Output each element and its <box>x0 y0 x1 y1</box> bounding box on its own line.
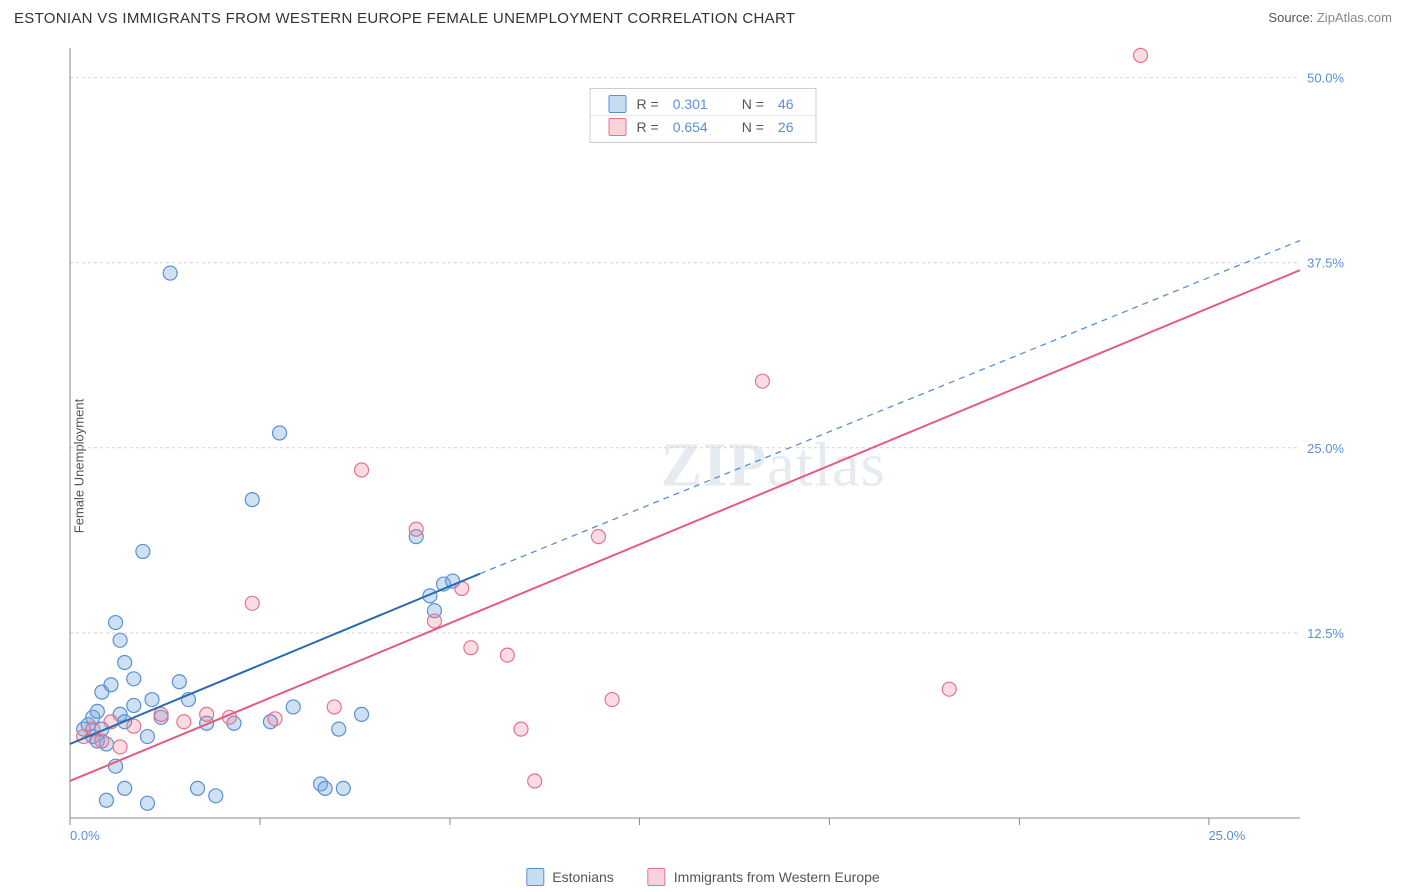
x-tick-label: 0.0% <box>70 828 100 843</box>
data-point <box>286 700 300 714</box>
data-point <box>154 707 168 721</box>
data-point <box>113 633 127 647</box>
data-point <box>172 675 186 689</box>
y-tick-label: 50.0% <box>1307 71 1344 86</box>
data-point <box>104 678 118 692</box>
data-point <box>355 707 369 721</box>
data-point <box>591 530 605 544</box>
data-point <box>95 734 109 748</box>
n-label: N = <box>742 119 764 135</box>
legend-row-pink: R = 0.654 N = 26 <box>591 115 816 138</box>
y-tick-label: 37.5% <box>1307 256 1344 271</box>
data-point <box>118 656 132 670</box>
data-point <box>90 704 104 718</box>
source-link[interactable]: ZipAtlas.com <box>1317 10 1392 25</box>
legend-series: Estonians Immigrants from Western Europe <box>526 868 879 886</box>
legend-label: Immigrants from Western Europe <box>674 869 880 885</box>
chart-header: ESTONIAN VS IMMIGRANTS FROM WESTERN EURO… <box>14 10 1392 27</box>
data-point <box>327 700 341 714</box>
data-point <box>177 715 191 729</box>
data-point <box>245 596 259 610</box>
data-point <box>332 722 346 736</box>
x-tick-label: 25.0% <box>1208 828 1245 843</box>
source-label: Source: <box>1268 10 1313 25</box>
n-value: 46 <box>778 96 794 112</box>
data-point <box>427 614 441 628</box>
data-point <box>1134 48 1148 62</box>
data-point <box>113 740 127 754</box>
swatch-blue-icon <box>526 868 544 886</box>
trend-line-pink <box>70 270 1300 781</box>
chart-source: Source: ZipAtlas.com <box>1268 10 1392 25</box>
swatch-pink-icon <box>609 118 627 136</box>
data-point <box>268 712 282 726</box>
legend-label: Estonians <box>552 869 613 885</box>
data-point <box>514 722 528 736</box>
data-point <box>118 781 132 795</box>
data-point <box>942 682 956 696</box>
legend-item-estonians: Estonians <box>526 868 613 886</box>
legend-row-blue: R = 0.301 N = 46 <box>591 93 816 115</box>
data-point <box>409 522 423 536</box>
r-value: 0.301 <box>673 96 708 112</box>
data-point <box>355 463 369 477</box>
data-point <box>109 616 123 630</box>
data-point <box>464 641 478 655</box>
data-point <box>99 793 113 807</box>
data-point <box>245 493 259 507</box>
chart-title: ESTONIAN VS IMMIGRANTS FROM WESTERN EURO… <box>14 10 795 27</box>
r-value: 0.654 <box>673 119 708 135</box>
data-point <box>140 796 154 810</box>
swatch-pink-icon <box>648 868 666 886</box>
data-point <box>136 544 150 558</box>
data-point <box>500 648 514 662</box>
legend-correlation: R = 0.301 N = 46 R = 0.654 N = 26 <box>590 88 817 143</box>
data-point <box>127 672 141 686</box>
scatter-plot: 12.5% 25.0% 37.5% 50.0% 0.0% 25.0% <box>50 40 1390 870</box>
data-point <box>200 707 214 721</box>
r-label: R = <box>637 119 659 135</box>
data-point <box>140 730 154 744</box>
data-point <box>127 698 141 712</box>
trend-line-blue-extrapolated <box>480 241 1300 574</box>
chart-area: Female Unemployment ZIPatlas 12.5%25.0%3… <box>0 40 1406 892</box>
data-point <box>209 789 223 803</box>
data-point <box>163 266 177 280</box>
y-tick-label: 12.5% <box>1307 626 1344 641</box>
data-point <box>336 781 350 795</box>
data-point <box>318 781 332 795</box>
r-label: R = <box>637 96 659 112</box>
swatch-blue-icon <box>609 95 627 113</box>
data-point <box>605 693 619 707</box>
data-point <box>755 374 769 388</box>
legend-item-immigrants: Immigrants from Western Europe <box>648 868 880 886</box>
n-value: 26 <box>778 119 794 135</box>
data-point <box>145 693 159 707</box>
data-point <box>528 774 542 788</box>
data-point <box>273 426 287 440</box>
data-point <box>127 719 141 733</box>
data-point <box>191 781 205 795</box>
n-label: N = <box>742 96 764 112</box>
y-tick-label: 25.0% <box>1307 441 1344 456</box>
